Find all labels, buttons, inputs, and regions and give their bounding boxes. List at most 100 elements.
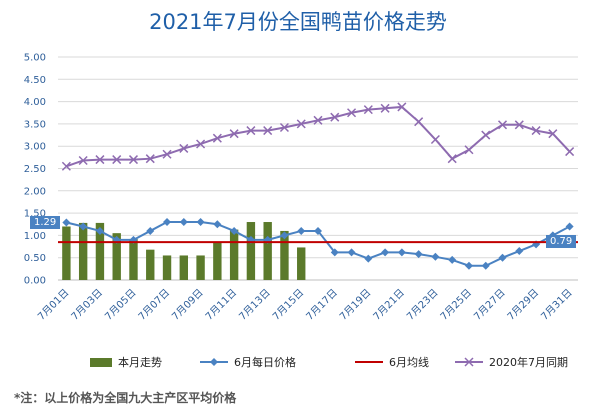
diamond-point bbox=[314, 226, 322, 235]
data-label-end-value: 0.79 bbox=[546, 235, 577, 248]
x-tick-label: 7月19日 bbox=[337, 287, 373, 323]
x-tick-label: 7月21日 bbox=[371, 287, 407, 323]
legend-swatch-x-line bbox=[455, 357, 483, 367]
diamond-point bbox=[347, 248, 356, 257]
bar bbox=[246, 222, 256, 280]
y-tick-label: 1.00 bbox=[24, 231, 46, 242]
x-point bbox=[263, 126, 273, 136]
x-point bbox=[380, 103, 390, 113]
legend-item-bars: 本月走势 bbox=[90, 354, 162, 370]
legend-item-average: 6月均线 bbox=[355, 354, 429, 370]
x-point bbox=[330, 112, 340, 122]
diamond-point bbox=[280, 231, 289, 240]
legend-swatch-bar bbox=[90, 357, 112, 367]
x-tick-label: 7月11日 bbox=[203, 287, 239, 323]
footnote: *注：以上价格为全国九大主产区平均价格 bbox=[14, 391, 237, 405]
x-point bbox=[397, 102, 407, 112]
x-point bbox=[497, 120, 508, 130]
data-label-start-value: 1.29 bbox=[30, 216, 61, 229]
y-tick-label: 5.00 bbox=[24, 53, 46, 64]
bar bbox=[196, 255, 205, 280]
diamond-point bbox=[163, 218, 172, 227]
chart-title: 2021年7月份全国鸭苗价格走势 bbox=[149, 10, 447, 34]
x-tick-label: 7月31日 bbox=[539, 287, 575, 323]
diamond-point bbox=[364, 254, 373, 263]
y-axis-ticks: 0.00 0.50 1.00 1.50 2.00 2.50 3.00 3.50 4.00 4.50… bbox=[24, 53, 46, 287]
x-tick-label: 7月29日 bbox=[505, 287, 541, 323]
x-point bbox=[212, 133, 222, 143]
x-tick-label: 7月25日 bbox=[438, 287, 474, 323]
x-tick-label: 7月13日 bbox=[237, 287, 273, 323]
x-point bbox=[363, 105, 373, 115]
y-tick-label: 1.50 bbox=[24, 209, 46, 220]
bar bbox=[129, 238, 138, 280]
legend-item-lastyear: 2020年7月同期 bbox=[455, 354, 568, 370]
bar bbox=[146, 249, 155, 280]
y-tick-label: 0.50 bbox=[24, 253, 46, 264]
x-point bbox=[414, 117, 424, 127]
diamond-point bbox=[397, 248, 406, 257]
diamond-point bbox=[230, 226, 239, 235]
x-point bbox=[565, 147, 575, 157]
x-point bbox=[481, 130, 491, 140]
x-tick-label: 7月05日 bbox=[102, 287, 138, 323]
x-point bbox=[78, 155, 88, 166]
x-point bbox=[296, 119, 306, 129]
bar bbox=[263, 222, 272, 280]
y-tick-label: 2.50 bbox=[24, 164, 46, 175]
x-tick-label: 7月03日 bbox=[69, 287, 105, 323]
y-tick-label: 4.50 bbox=[24, 75, 46, 86]
y-tick-label: 4.00 bbox=[24, 97, 46, 108]
diamond-point bbox=[297, 226, 306, 235]
x-point bbox=[464, 145, 474, 155]
bar bbox=[213, 242, 222, 280]
bar bbox=[112, 233, 121, 280]
series-line bbox=[66, 105, 571, 168]
diamond-point bbox=[464, 261, 473, 270]
x-point bbox=[531, 126, 541, 136]
x-point bbox=[61, 161, 71, 171]
chart-legend: 本月走势 6月每日价格 6月均线 2020年7月同期 bbox=[0, 354, 596, 374]
x-point bbox=[430, 134, 440, 145]
x-tick-label: 7月09日 bbox=[170, 287, 206, 323]
diamond-point bbox=[62, 218, 71, 227]
diamond-point bbox=[330, 248, 339, 257]
diamond-point bbox=[79, 222, 88, 231]
x-point bbox=[279, 122, 289, 132]
diamond-point bbox=[213, 220, 222, 229]
x-point bbox=[112, 155, 122, 165]
x-point bbox=[179, 143, 189, 153]
x-tick-label: 7月23日 bbox=[404, 287, 440, 323]
x-point bbox=[514, 120, 524, 130]
chart-gridlines bbox=[58, 56, 578, 281]
diamond-point bbox=[431, 252, 440, 261]
diamond-point bbox=[515, 247, 524, 256]
x-point bbox=[246, 126, 256, 136]
x-axis-ticks: 7月01日7月03日7月05日7月07日7月09日7月11日7月13日7月15日… bbox=[35, 287, 574, 323]
legend-swatch-diamond-line bbox=[200, 358, 228, 366]
x-tick-label: 7月27日 bbox=[472, 287, 508, 323]
x-point bbox=[145, 154, 155, 164]
bar bbox=[162, 255, 172, 280]
diamond-point bbox=[498, 253, 507, 262]
bar bbox=[179, 255, 188, 280]
bar bbox=[95, 222, 105, 280]
diamond-point bbox=[179, 218, 188, 227]
x-point bbox=[196, 139, 206, 149]
x-point bbox=[447, 154, 457, 164]
x-point bbox=[128, 155, 139, 165]
diamond-point bbox=[146, 226, 155, 235]
x-point bbox=[95, 155, 105, 165]
x-tick-label: 7月07日 bbox=[136, 287, 172, 323]
bar-series-group bbox=[62, 222, 306, 280]
diamond-point bbox=[448, 255, 457, 264]
y-tick-label: 3.50 bbox=[24, 119, 46, 130]
x-point bbox=[162, 149, 172, 159]
x-point bbox=[313, 115, 323, 125]
x-tick-label: 7月15日 bbox=[270, 287, 306, 323]
bar bbox=[280, 230, 289, 280]
diamond-point bbox=[95, 226, 104, 235]
diamond-point bbox=[481, 261, 490, 270]
legend-label: 6月均线 bbox=[389, 356, 429, 369]
